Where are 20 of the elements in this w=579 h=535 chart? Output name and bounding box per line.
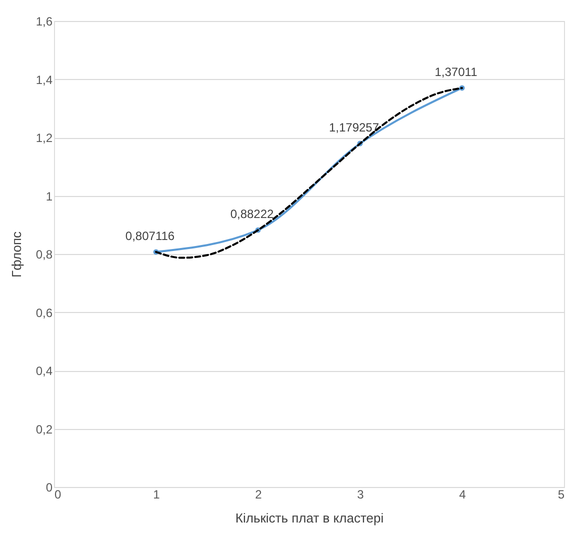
x-axis-title: Кількість плат в кластері xyxy=(235,510,384,526)
x-tick-label: 2 xyxy=(255,488,262,502)
y-tick-label: 1 xyxy=(46,189,53,204)
x-tick-label: 1 xyxy=(153,488,160,502)
x-tick-label: 3 xyxy=(357,488,364,502)
x-tick-label: 4 xyxy=(459,488,466,502)
y-tick-label: 0,8 xyxy=(36,248,53,262)
data-label: 1,37011 xyxy=(434,64,478,79)
x-tick-label: 0 xyxy=(54,488,62,502)
data-label: 0,88222 xyxy=(230,207,274,222)
x-tick-label: 5 xyxy=(558,488,565,502)
y-axis-title: Гфлопс xyxy=(8,231,24,278)
data-label: 0,807116 xyxy=(125,228,175,243)
data-label: 1,179257 xyxy=(328,120,380,135)
y-tick-label: 0,2 xyxy=(36,422,53,436)
y-tick-label: 0,6 xyxy=(36,306,53,320)
y-tick-label: 0,4 xyxy=(36,364,53,378)
y-tick-label: 1,4 xyxy=(36,72,53,87)
y-tick-label: 1,6 xyxy=(36,14,53,28)
y-tick-label: 1,2 xyxy=(36,131,53,145)
